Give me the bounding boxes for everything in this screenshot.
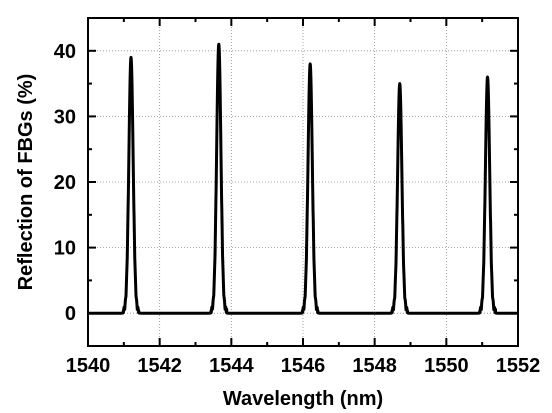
y-axis-title: Reflection of FBGs (%) [15, 74, 37, 291]
x-tick-labels: 1540 1542 1544 1546 1548 1550 1552 [66, 355, 541, 377]
y-tick-label: 10 [54, 238, 76, 260]
grid-lines [88, 18, 518, 346]
y-tick-label: 0 [65, 303, 76, 325]
y-tick-label: 20 [54, 172, 76, 194]
x-axis-title: Wavelength (nm) [223, 388, 383, 410]
x-tick-label: 1540 [66, 355, 111, 377]
x-tick-label: 1546 [281, 355, 326, 377]
plot-frame [87, 17, 519, 347]
x-tick-label: 1542 [137, 355, 182, 377]
reflection-series-line [86, 42, 520, 315]
y-tick-label: 30 [54, 106, 76, 128]
x-tick-label: 1548 [352, 355, 397, 377]
x-tick-label: 1552 [496, 355, 541, 377]
x-tick-label: 1544 [209, 355, 254, 377]
y-tick-labels: 0 10 20 30 40 [54, 41, 76, 325]
axis-ticks [87, 17, 519, 347]
x-tick-label: 1550 [424, 355, 469, 377]
y-tick-label: 40 [54, 41, 76, 63]
